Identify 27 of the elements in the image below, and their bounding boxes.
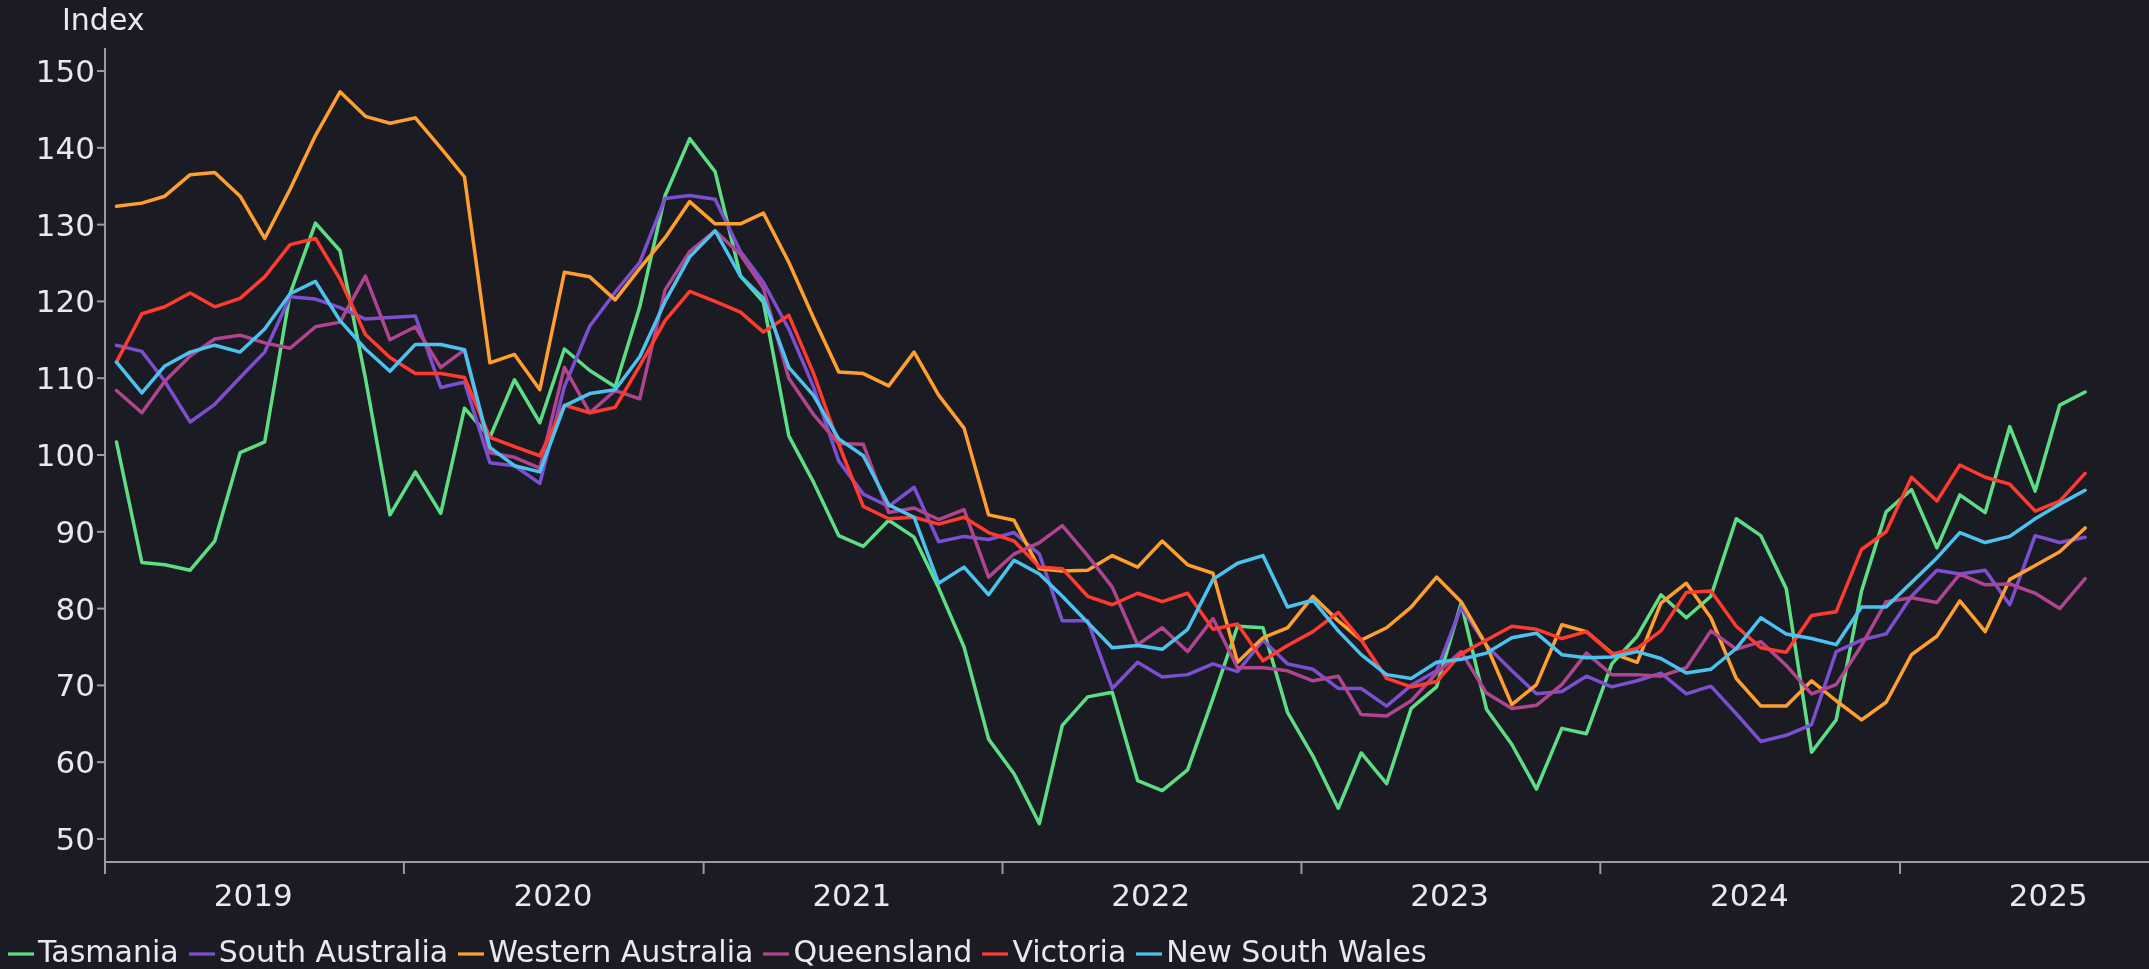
x-tick-label: 2024 xyxy=(1709,877,1789,913)
x-tick-label: 2023 xyxy=(1410,877,1490,913)
x-tick-label: 2022 xyxy=(1111,877,1191,913)
y-tick-label: 140 xyxy=(35,129,95,166)
x-tick-label: 2025 xyxy=(2008,877,2088,913)
y-tick-label: 50 xyxy=(55,820,95,857)
x-tick-label: 2020 xyxy=(513,877,593,913)
y-tick-label: 60 xyxy=(55,744,95,781)
legend-label: Tasmania xyxy=(38,934,179,969)
y-tick-label: 90 xyxy=(55,513,95,550)
legend-label: New South Wales xyxy=(1166,934,1427,969)
y-tick-label: 150 xyxy=(35,53,95,90)
legend-label: Western Australia xyxy=(488,934,754,969)
legend-label: Queensland xyxy=(793,934,973,969)
legend-label: South Australia xyxy=(218,934,449,969)
y-tick-label: 100 xyxy=(35,437,95,474)
y-tick-label: 110 xyxy=(35,360,95,397)
y-tick-label: 120 xyxy=(35,283,95,320)
y-axis-title: Index xyxy=(62,2,145,37)
x-tick-label: 2021 xyxy=(812,877,892,913)
y-tick-label: 80 xyxy=(55,590,95,627)
line-series xyxy=(114,136,2087,826)
y-tick-label: 130 xyxy=(35,206,95,243)
x-tick-label: 2019 xyxy=(213,877,293,913)
y-tick-label: 70 xyxy=(55,667,95,704)
line-series xyxy=(114,90,2087,722)
legend-label: Victoria xyxy=(1012,934,1127,969)
